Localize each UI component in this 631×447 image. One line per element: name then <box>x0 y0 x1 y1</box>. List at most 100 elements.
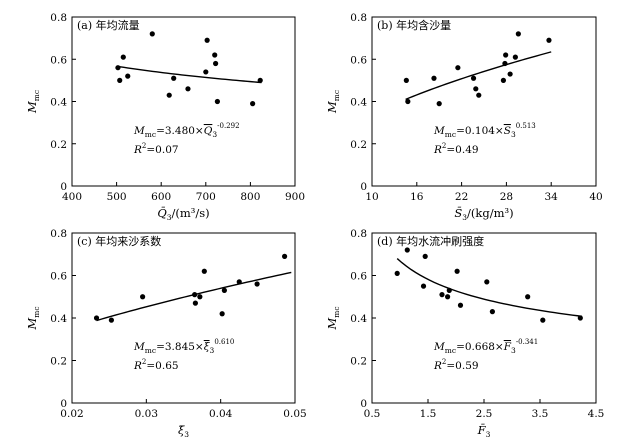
y-tick-label: 0.2 <box>350 139 367 151</box>
x-axis-label: F̄3 <box>477 423 491 439</box>
fit-equation: Mmc=3.845×ξ30.610 <box>133 338 234 355</box>
data-point <box>577 315 583 321</box>
fit-curve <box>405 51 552 101</box>
y-tick-label: 0.4 <box>350 97 367 109</box>
fit-curve <box>116 65 262 84</box>
x-tick-label: 500 <box>107 191 127 203</box>
data-point <box>439 292 445 298</box>
x-tick-label: 2.5 <box>476 408 493 420</box>
x-tick-label: 4.5 <box>588 408 605 420</box>
data-point <box>540 317 546 323</box>
y-axis-label: Mmc <box>325 90 341 114</box>
data-point <box>403 77 409 83</box>
data-point <box>470 75 477 81</box>
r-squared: R2=0.49 <box>433 142 479 156</box>
y-tick-label: 0.6 <box>50 54 67 66</box>
plot-frame <box>371 232 597 404</box>
fit-equation: Mmc=3.480×Q3-0.292 <box>133 122 240 139</box>
r-squared: R2=0.07 <box>133 142 179 156</box>
r-squared: R2=0.65 <box>133 358 179 372</box>
data-point <box>503 52 509 58</box>
data-point <box>257 77 263 83</box>
x-tick-label: 700 <box>196 191 216 203</box>
x-tick-label: 34 <box>545 191 559 203</box>
y-tick-label: 0 <box>360 181 367 193</box>
data-point <box>93 315 100 321</box>
data-point <box>457 302 464 308</box>
y-tick-label: 0.4 <box>50 97 67 109</box>
x-tick-label: 800 <box>240 191 260 203</box>
x-axis-label: Q̄3/(m³/s) <box>157 206 209 222</box>
panel-a: 400 500 600 700 800 900 0 0.2 0.4 0.6 0.8 (a) 年均流量 M… <box>25 12 305 222</box>
x-tick-label: 0.04 <box>209 408 233 420</box>
fit-equation: Mmc=0.668×F3-0.341 <box>433 338 538 355</box>
y-axis-label: Mmc <box>25 90 41 114</box>
y-tick-label: 0.8 <box>50 228 67 240</box>
data-point <box>219 311 225 317</box>
x-tick-label: 0.05 <box>283 408 306 420</box>
data-point <box>221 287 227 293</box>
data-point <box>125 73 131 79</box>
data-point <box>515 31 521 37</box>
data-point <box>171 75 177 81</box>
x-tick-label: 0.5 <box>364 408 381 420</box>
panel-title: (a) 年均流量 <box>77 18 140 32</box>
y-tick-label: 0.2 <box>350 356 367 368</box>
data-point <box>250 101 256 107</box>
panel-title: (d) 年均水流冲刷强度 <box>377 234 484 248</box>
data-point <box>473 86 479 92</box>
y-axis-label: Mmc <box>325 306 341 330</box>
x-tick-label: 400 <box>62 191 82 203</box>
plot-frame <box>71 16 296 187</box>
x-tick-label: 16 <box>410 191 424 203</box>
y-tick-label: 0 <box>60 181 67 193</box>
data-point <box>192 300 198 306</box>
data-point <box>500 77 507 83</box>
data-point <box>120 54 126 60</box>
data-point <box>166 92 172 98</box>
fit-curve <box>396 258 583 318</box>
y-tick-label: 0 <box>60 398 67 410</box>
y-tick-label: 0 <box>360 398 367 410</box>
data-point <box>502 60 508 67</box>
y-tick-label: 0.2 <box>50 356 67 368</box>
data-point <box>108 317 114 323</box>
x-tick-label: 0.02 <box>60 408 83 420</box>
r-squared: R2=0.59 <box>433 358 479 372</box>
panel-b: 10 16 22 28 34 40 0 0.2 0.4 0.6 0.8 (b) 年均含沙量 Mmc S̄3… <box>325 12 603 222</box>
data-point <box>115 65 121 71</box>
y-tick-label: 0.8 <box>350 12 367 24</box>
x-tick-label: 1.5 <box>420 408 437 420</box>
data-point <box>476 92 482 98</box>
fit-equation: Mmc=0.104×S30.513 <box>433 122 536 139</box>
data-point <box>214 98 220 105</box>
data-point <box>512 54 518 60</box>
y-axis-label: Mmc <box>25 306 41 330</box>
data-point <box>254 281 260 287</box>
data-point <box>484 279 490 285</box>
x-tick-label: 28 <box>500 191 513 203</box>
data-point <box>192 292 198 298</box>
data-point <box>422 253 428 259</box>
y-tick-label: 0.8 <box>350 228 367 240</box>
y-tick-label: 0.4 <box>50 313 67 325</box>
data-point <box>201 268 207 274</box>
x-tick-label: 22 <box>455 191 468 203</box>
data-point <box>204 37 210 43</box>
x-tick-label: 40 <box>589 191 602 203</box>
data-point <box>394 270 400 276</box>
y-tick-label: 0.4 <box>350 313 367 325</box>
data-point <box>212 52 218 58</box>
data-point <box>236 279 242 285</box>
x-axis-label: ξ̄3 <box>178 423 189 439</box>
data-point <box>546 37 552 43</box>
data-point <box>454 268 460 274</box>
panel-d: 0.5 1.5 2.5 3.5 4.5 0 0.2 0.4 0.6 0.8 (d) 年均水流冲刷强度… <box>325 228 604 439</box>
y-tick-label: 0.2 <box>50 139 67 151</box>
x-tick-label: 0.03 <box>135 408 158 420</box>
data-point <box>405 98 411 105</box>
data-point <box>507 71 513 77</box>
data-point <box>203 69 209 75</box>
panel-title: (c) 年均来沙系数 <box>77 234 161 248</box>
